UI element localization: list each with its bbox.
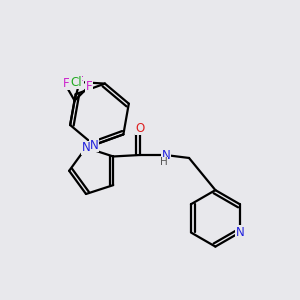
Text: H: H [160, 158, 168, 167]
Text: F: F [76, 75, 83, 88]
Text: F: F [63, 76, 69, 90]
Text: N: N [236, 226, 244, 239]
Text: Cl: Cl [70, 76, 82, 88]
Text: N: N [90, 139, 98, 152]
Text: F: F [85, 80, 92, 93]
Text: N: N [82, 141, 90, 154]
Text: O: O [135, 122, 145, 135]
Text: N: N [162, 149, 170, 162]
